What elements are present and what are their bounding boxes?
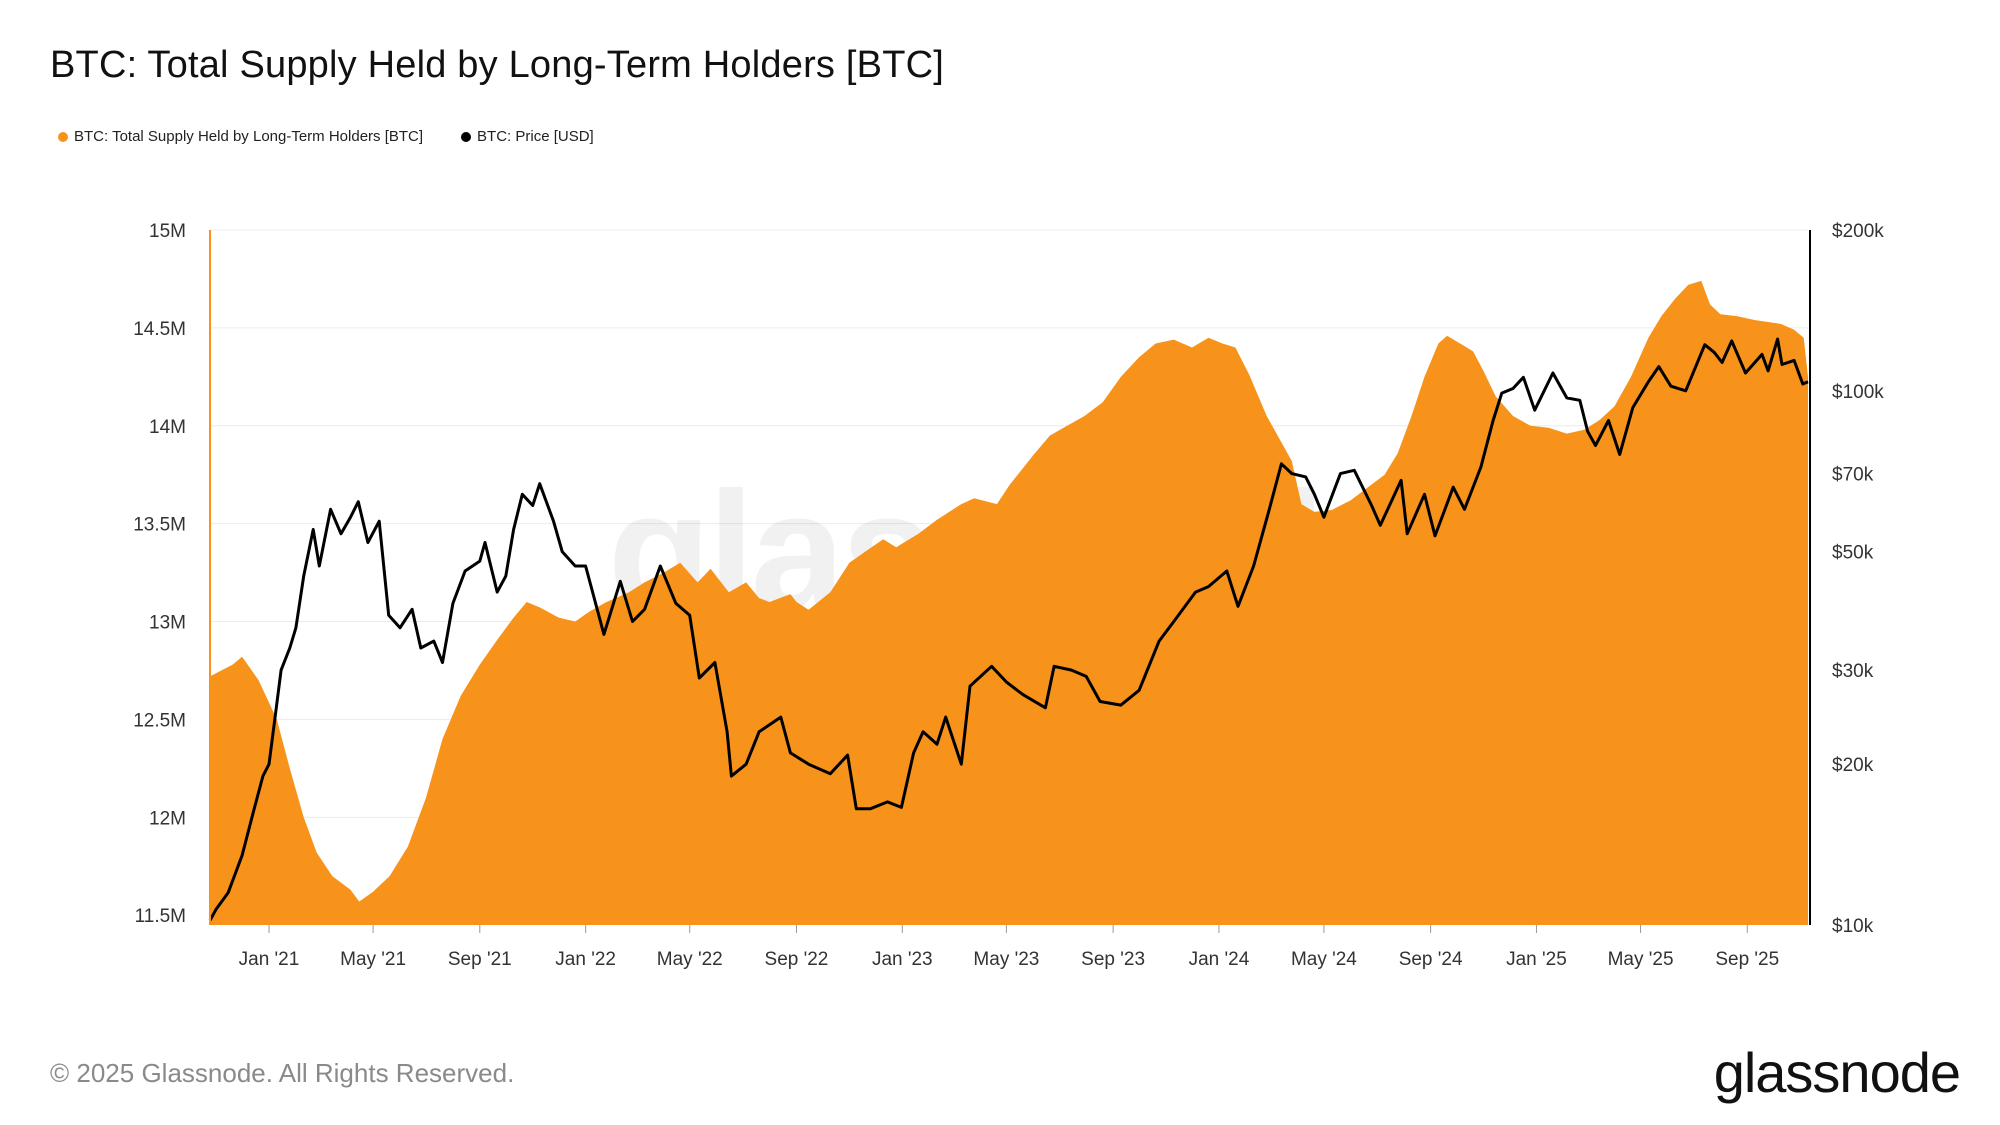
y-right-tick-label: $20k <box>1832 755 1874 776</box>
x-tick-label: May '23 <box>973 949 1039 970</box>
x-axis: Jan '21 May '21 Sep '21 Jan '22 May '22 Sep '… <box>239 925 1779 970</box>
x-tick-label: Sep '21 <box>448 949 512 970</box>
y-left-tick-label: 13.5M <box>133 515 186 536</box>
legend-dot-icon <box>58 131 68 142</box>
x-tick-label: Jan '21 <box>239 949 300 970</box>
x-tick-label: Jan '24 <box>1189 949 1250 970</box>
y-left-tick-label: 11.5M <box>135 906 186 927</box>
y-left-tick-label: 12.5M <box>133 710 186 731</box>
y-left-tick-label: 14.5M <box>133 319 186 340</box>
x-tick-label: May '25 <box>1608 949 1674 970</box>
x-tick-label: Sep '25 <box>1715 949 1779 970</box>
chart-title: BTC: Total Supply Held by Long-Term Hold… <box>50 44 945 86</box>
lth-supply-area <box>210 280 1808 925</box>
price-line <box>208 337 1809 922</box>
legend-label: BTC: Price [USD] <box>477 128 594 145</box>
y-left-tick-label: 14M <box>149 417 186 438</box>
y-axis-right: $10k $20k $30k $50k $70k $100k $200k <box>1832 221 1884 937</box>
legend-dot-icon <box>461 131 472 142</box>
x-tick-label: May '22 <box>657 949 723 970</box>
y-right-tick-label: $50k <box>1832 543 1874 564</box>
x-tick-label: May '24 <box>1291 949 1357 970</box>
legend-item-price[interactable]: BTC: Price [USD] <box>461 128 594 145</box>
x-tick-label: Sep '24 <box>1399 949 1463 970</box>
y-left-tick-label: 12M <box>149 808 186 829</box>
x-tick-label: Jan '23 <box>872 949 933 970</box>
glassnode-logo[interactable]: glassnode <box>1713 1041 1961 1104</box>
x-tick-label: Sep '22 <box>765 949 829 970</box>
y-left-tick-label: 13M <box>149 613 186 634</box>
y-left-tick-label: 15M <box>149 221 186 242</box>
y-axis-left: 11.5M 12M 12.5M 13M 13.5M 14M 14.5M 15M <box>133 221 186 927</box>
x-tick-label: Jan '22 <box>555 949 616 970</box>
copyright-text: © 2025 Glassnode. All Rights Reserved. <box>50 1058 515 1088</box>
x-tick-label: Sep '23 <box>1081 949 1145 970</box>
y-right-tick-label: $70k <box>1832 465 1874 486</box>
y-right-tick-label: $200k <box>1832 221 1884 242</box>
y-right-tick-label: $10k <box>1832 916 1874 937</box>
legend-label: BTC: Total Supply Held by Long-Term Hold… <box>74 128 424 145</box>
y-right-tick-label: $100k <box>1832 382 1884 403</box>
y-right-tick-label: $30k <box>1832 661 1874 682</box>
x-tick-label: Jan '25 <box>1506 949 1567 970</box>
chart-legend: BTC: Total Supply Held by Long-Term Hold… <box>58 128 594 145</box>
legend-item-lth-supply[interactable]: BTC: Total Supply Held by Long-Term Hold… <box>58 128 423 145</box>
x-tick-label: May '21 <box>340 949 406 970</box>
